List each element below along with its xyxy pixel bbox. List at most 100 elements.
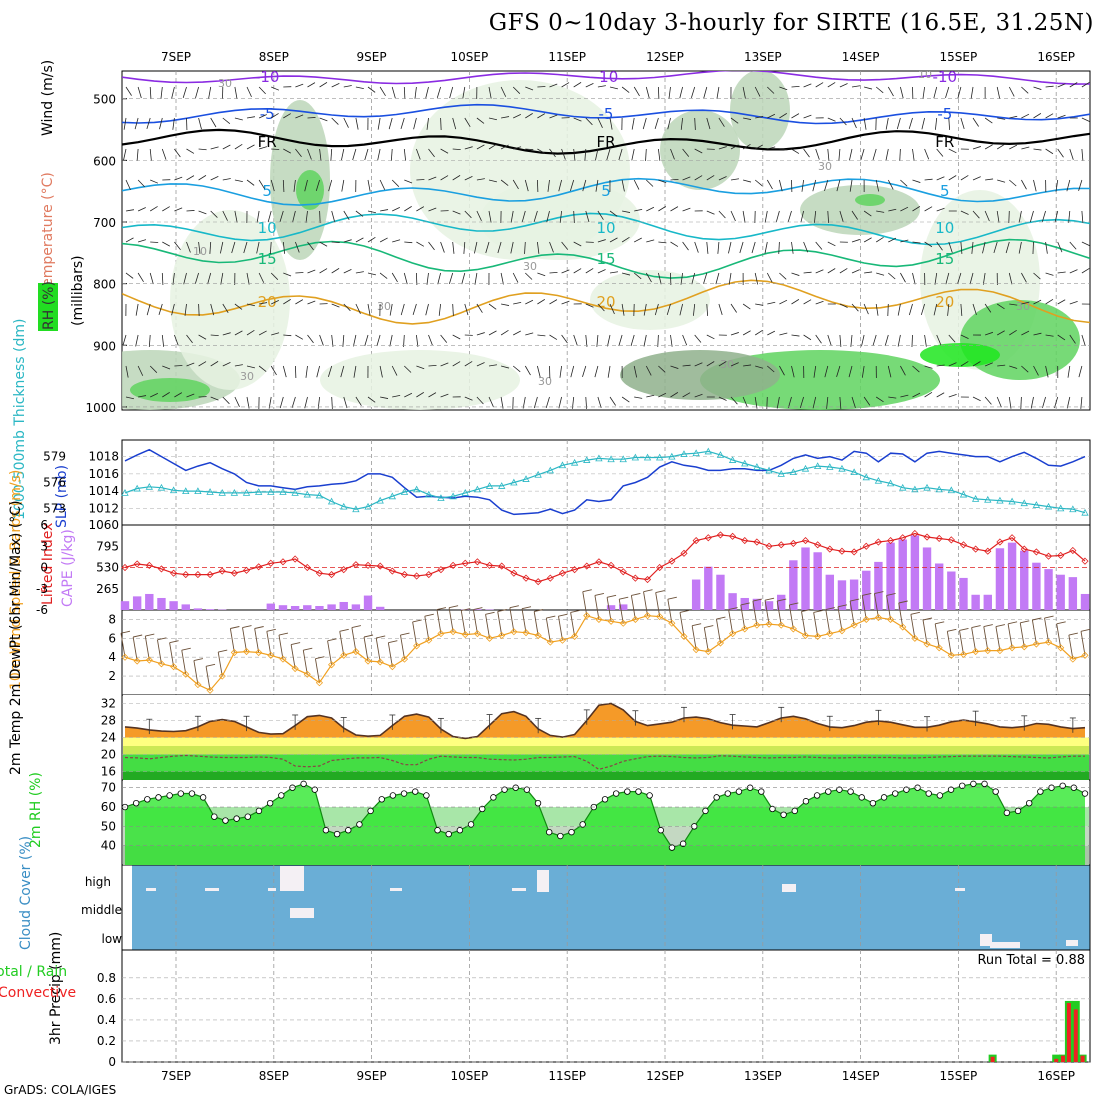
li-tick-label: 6: [40, 518, 48, 532]
wind-barb: [210, 361, 219, 367]
rh-contour-label: 30: [818, 160, 832, 173]
wind-barb: [525, 86, 534, 91]
wind-barb: [355, 237, 364, 243]
thickness-point: [388, 492, 397, 500]
rh2m-point: [758, 788, 765, 795]
lifted-index-point: [413, 572, 421, 580]
wind-barb: [1005, 241, 1010, 254]
thickness-point: [157, 483, 166, 491]
rh2m-point: [847, 788, 854, 795]
wind-barb: [658, 148, 661, 161]
wind-barb: [694, 362, 703, 367]
wind-barb: [416, 148, 421, 160]
wind10m-barb-flag: [655, 590, 665, 594]
lifted-index-point: [923, 533, 931, 541]
wind-barb: [198, 303, 200, 316]
wind-barb: [618, 148, 623, 161]
wind-barb: [654, 303, 659, 316]
thickness-point: [583, 456, 591, 463]
wind-barb: [658, 179, 667, 184]
wind-barb: [315, 179, 320, 192]
wind-barb: [231, 241, 236, 254]
wind-barb: [1081, 334, 1086, 347]
cape-bar: [789, 560, 798, 610]
wind-barb: [234, 117, 243, 121]
wind-barb: [728, 272, 732, 285]
cape-bar: [764, 601, 774, 610]
wind-barb: [194, 272, 199, 285]
rh2m-point: [233, 815, 240, 822]
wind-barb: [706, 303, 709, 316]
wind-barb: [730, 396, 738, 405]
wind-barb: [559, 365, 562, 378]
wind10m-speed-point: [121, 653, 129, 661]
wind-barb: [730, 117, 739, 124]
wind-barb: [488, 86, 492, 99]
wind-barb: [545, 396, 550, 409]
date-label-top: 7SEP: [161, 50, 191, 64]
thickness-point: [607, 455, 615, 463]
wind-barb: [690, 86, 696, 99]
wind-barb: [839, 396, 842, 409]
lifted-index-point: [899, 534, 907, 542]
lifted-index-point: [704, 534, 712, 542]
rh-shading: [480, 180, 640, 260]
lifted-index-point: [425, 571, 433, 579]
wind-barb: [283, 272, 292, 277]
wind-barb: [912, 179, 921, 183]
wind-barb: [389, 303, 393, 316]
wind-barb: [945, 272, 950, 285]
thickness-point: [631, 453, 640, 461]
wind-barb: [500, 144, 509, 150]
wind-barb: [972, 176, 981, 181]
li-tick-label: 0: [40, 561, 48, 575]
wind-barb: [621, 179, 625, 192]
wind-barb: [425, 86, 429, 99]
cape-bar: [922, 547, 932, 610]
wind10m-speed-point: [194, 681, 202, 689]
wind-barb: [404, 179, 413, 184]
wind-barb: [150, 393, 158, 398]
wind10m-barb: [703, 627, 709, 652]
wind-barb: [764, 210, 768, 223]
wind-barb: [597, 85, 606, 88]
lifted-index-point: [959, 541, 968, 549]
wind10m-barb: [983, 626, 989, 651]
wind-barb: [621, 272, 631, 276]
wind-barb: [1045, 272, 1054, 276]
wind-barb: [826, 396, 829, 409]
rh2m-point: [434, 827, 441, 834]
wind10m-barb-flag: [813, 610, 823, 613]
wind-barb: [533, 210, 538, 223]
wind-barb: [461, 272, 466, 285]
wind-barb: [622, 210, 631, 213]
rh2m-point: [724, 790, 731, 797]
cape-bar: [1044, 569, 1053, 610]
lifted-index-point: [291, 555, 299, 563]
wind10m-barb: [485, 614, 491, 639]
temperature-contour-label: 20: [935, 293, 954, 311]
wind-barb: [985, 178, 994, 181]
wind10m-barb-flag: [497, 609, 507, 612]
wind-barb: [597, 269, 606, 274]
wind10m-barb-flag: [862, 593, 872, 596]
wind-barb: [658, 392, 667, 398]
lifted-index-point: [984, 547, 992, 555]
precip-tick-label: 0.8: [97, 971, 116, 985]
xs-clip-group: -10 -10 -10 -5 -5 -5 FR FR FR 5 5 5 10 10 10 15 15 15 20 20…: [122, 71, 1090, 410]
rh-contour-label: 30: [240, 370, 254, 383]
lifted-index-point: [218, 567, 226, 575]
wind10m-barb-flag: [850, 598, 860, 602]
wind10m-speed-point: [157, 660, 166, 668]
wind10m-barb-flag: [922, 617, 933, 621]
wind-barb: [525, 113, 533, 119]
wind-barb: [957, 272, 962, 285]
wind10m-barb-flag: [242, 625, 252, 628]
wind-barb: [800, 210, 804, 223]
lifted-index-point: [133, 560, 141, 568]
wind-barb: [512, 272, 519, 283]
wind-barb: [815, 334, 822, 344]
wind-barb: [839, 210, 844, 223]
xs-ytick-label: 1000: [85, 401, 116, 415]
wind10m-barb-flag: [935, 621, 945, 625]
